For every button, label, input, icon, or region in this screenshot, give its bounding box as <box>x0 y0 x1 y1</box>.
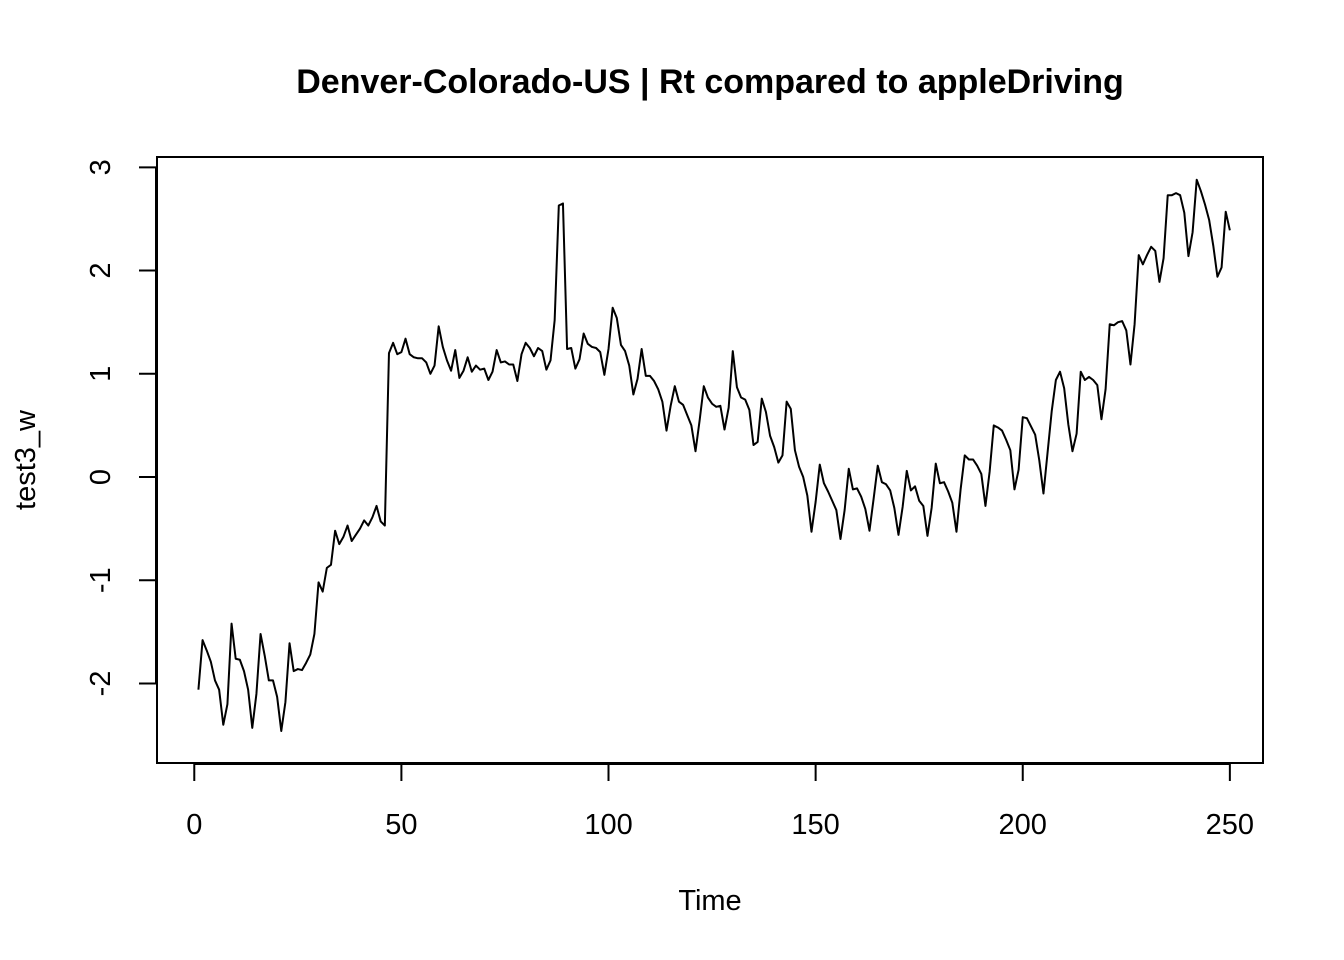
y-tick-label: 2 <box>85 262 117 278</box>
x-axis-label: Time <box>678 885 741 917</box>
x-tick-label: 50 <box>385 809 417 841</box>
x-tick-label: 100 <box>584 809 632 841</box>
y-tick-label: 3 <box>85 159 117 175</box>
x-tick-label: 200 <box>999 809 1047 841</box>
y-axis-label: test3_w <box>10 409 42 510</box>
y-tick-label: 0 <box>85 469 117 485</box>
plot-frame <box>156 156 1264 764</box>
x-tick-label: 150 <box>791 809 839 841</box>
y-tick-label: -2 <box>85 671 117 697</box>
x-axis: 0 50 100 150 200 250 <box>186 763 1254 841</box>
y-tick-label: 1 <box>85 366 117 382</box>
x-tick-label: 250 <box>1206 809 1254 841</box>
plot-area <box>156 156 1264 764</box>
x-tick-label: 0 <box>186 809 202 841</box>
series-line <box>197 178 1231 732</box>
y-axis: -2 -1 0 1 2 3 <box>85 159 157 697</box>
chart-title: Denver-Colorado-US | Rt compared to appl… <box>296 63 1124 101</box>
y-tick-label: -1 <box>85 567 117 593</box>
